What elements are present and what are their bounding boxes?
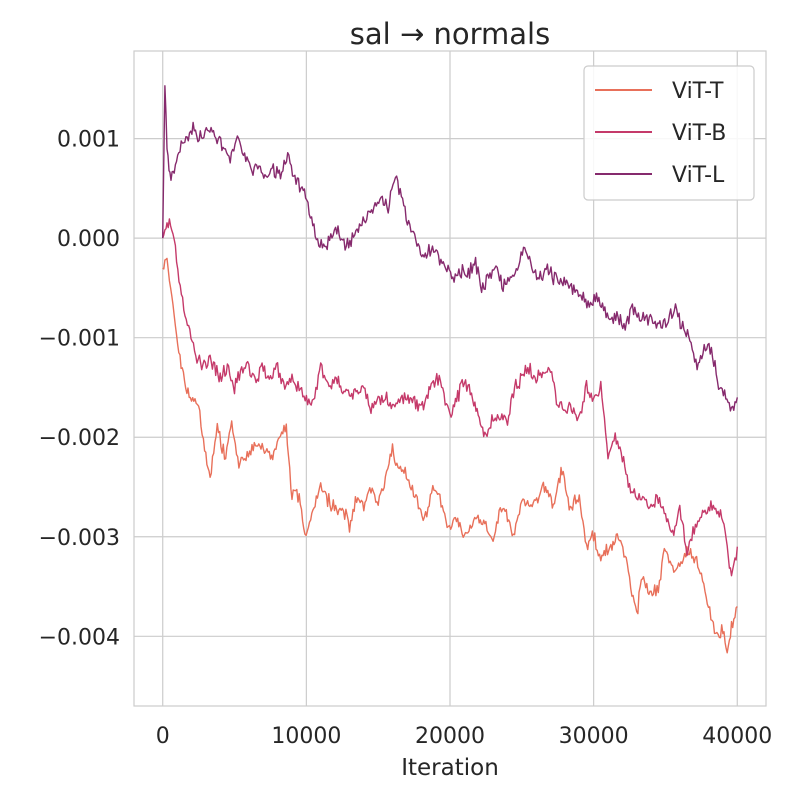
- series-line-vit-b: [162, 218, 738, 577]
- y-tick-label: −0.004: [39, 625, 120, 650]
- x-axis-label: Iteration: [401, 755, 499, 781]
- legend-entry: ViT-T: [672, 79, 724, 104]
- series-line-vit-t: [162, 257, 738, 654]
- y-tick-label: 0.001: [57, 128, 120, 153]
- plot-frame: [133, 50, 767, 707]
- legend: ViT-T ViT-B ViT-L: [583, 65, 755, 201]
- series-lines: [162, 85, 738, 654]
- y-tick-labels: 0.001 0.000 −0.001 −0.002 −0.003 −0.004: [39, 128, 120, 651]
- x-tick-label: 30000: [559, 724, 629, 749]
- chart-title: sal → normals: [350, 17, 550, 51]
- y-tick-label: −0.003: [39, 526, 120, 551]
- y-tick-label: −0.001: [39, 327, 120, 352]
- x-tick-labels: 0 10000 20000 30000 40000: [156, 724, 773, 749]
- x-tick-label: 10000: [271, 724, 341, 749]
- y-tick-label: 0.000: [57, 227, 120, 252]
- legend-entry: ViT-B: [672, 121, 726, 146]
- x-tick-label: 0: [156, 724, 170, 749]
- legend-box: [583, 65, 755, 201]
- x-tick-label: 20000: [415, 724, 485, 749]
- y-tick-label: −0.002: [39, 426, 120, 451]
- series-line-vit-l: [162, 85, 738, 412]
- legend-entry: ViT-L: [672, 163, 725, 188]
- x-tick-label: 40000: [702, 724, 772, 749]
